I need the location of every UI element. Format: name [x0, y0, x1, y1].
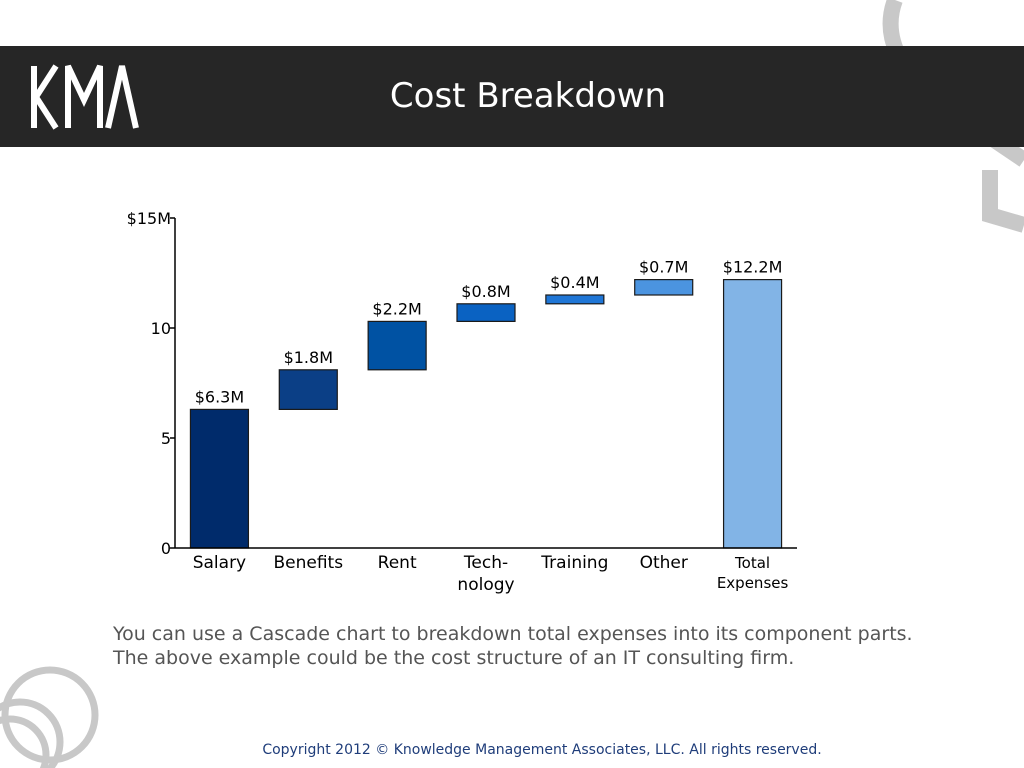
data-label-2: $2.2M	[372, 299, 421, 318]
y-tick-label: 0	[161, 539, 171, 558]
bar-1	[278, 369, 338, 410]
data-label-1: $1.8M	[284, 348, 333, 367]
x-tick-label-4: Training	[540, 553, 608, 573]
header-bar	[0, 46, 1024, 147]
bars: $6.3M $1.8M $2.2M $0.8M $0.4M $0.7M $12.2M	[189, 258, 783, 549]
data-label-3: $0.8M	[461, 282, 510, 301]
data-label-0: $6.3M	[195, 387, 244, 406]
x-tick-label-2: Rent	[378, 553, 417, 573]
bar-5	[634, 279, 694, 296]
y-tick-label: $15M	[127, 209, 171, 228]
x-axis: Salary Benefits Rent Tech-nology Training Oth…	[175, 547, 797, 595]
bar-3	[456, 303, 516, 322]
y-tick-label: 5	[161, 429, 171, 448]
x-tick-label-1: Benefits	[273, 553, 343, 573]
corner-rings-bottom-left	[0, 666, 99, 768]
bar-4	[545, 294, 605, 305]
footer-copyright: Copyright 2012 © Knowledge Management As…	[262, 742, 822, 758]
x-tick-label-5: Other	[640, 553, 688, 573]
bar-6	[722, 279, 783, 549]
data-label-6: $12.2M	[723, 258, 783, 277]
x-tick-label-0: Salary	[193, 553, 246, 573]
kma-logo	[31, 64, 139, 130]
bar-2	[367, 320, 427, 371]
x-tick-label-3: Tech-nology	[457, 553, 514, 595]
caption-text: You can use a Cascade chart to breakdown…	[113, 623, 913, 669]
page-title: Cost Breakdown	[389, 76, 667, 116]
y-axis: 0 5 10 $15M	[127, 209, 176, 558]
bar-0	[189, 408, 250, 549]
y-tick-label: 10	[151, 319, 171, 338]
data-label-4: $0.4M	[550, 273, 599, 292]
x-tick-label-6: Total Expenses	[717, 554, 789, 592]
data-label-5: $0.7M	[639, 258, 688, 277]
